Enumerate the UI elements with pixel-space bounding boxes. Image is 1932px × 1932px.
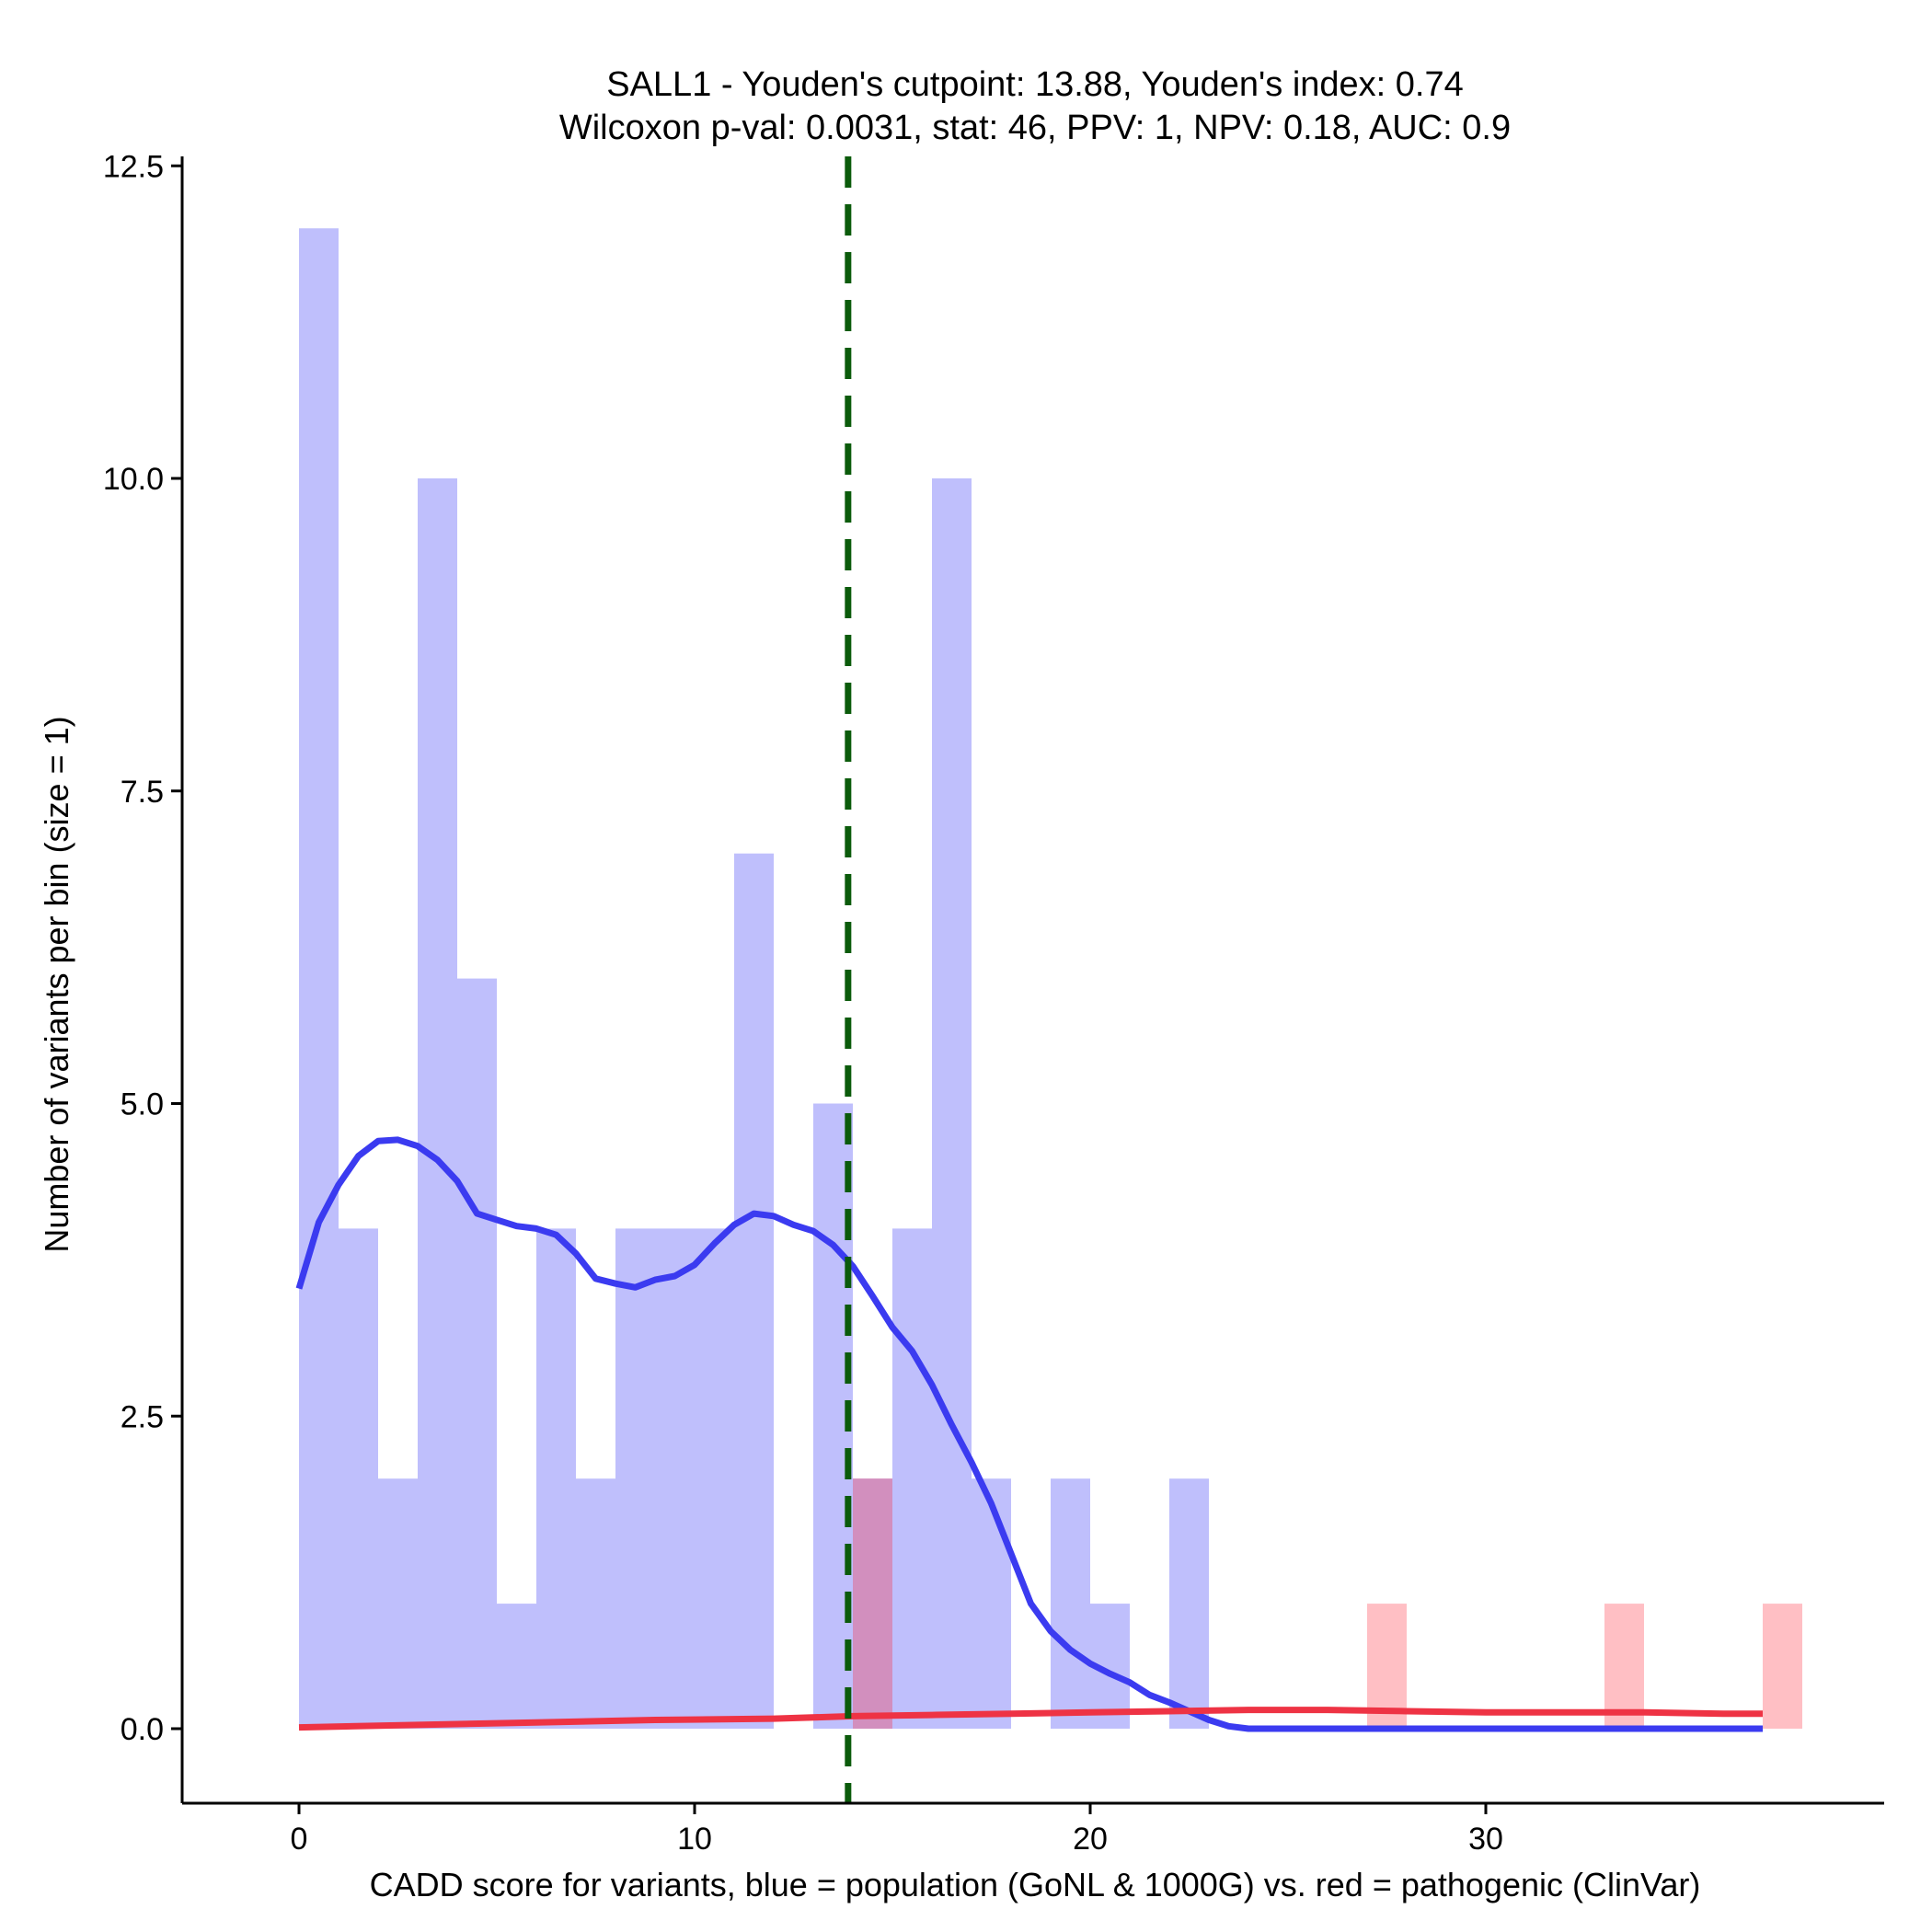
population-bar [655,1228,695,1729]
y-tick-label: 10.0 [103,462,164,497]
y-axis-label: Number of variants per bin (size = 1) [38,716,75,1252]
y-tick-label: 12.5 [103,149,164,184]
population-density-line [295,1136,1763,1732]
population-bar [695,1228,734,1729]
x-tick-label: 20 [1073,1822,1108,1857]
population-bar [932,478,972,1729]
x-tick-label: 0 [291,1822,308,1857]
population-bar [497,1604,536,1729]
population-bar [457,978,497,1729]
population-bar [734,853,774,1729]
x-axis: 0 10 20 30 [182,1801,1884,1857]
chart-title-line2: Wilcoxon p-val: 0.0031, stat: 46, PPV: 1… [559,109,1511,147]
chart-title-line1: SALL1 - Youden's cutpoint: 13.88, Youden… [606,65,1464,104]
population-bar [892,1228,932,1729]
x-tick-label: 10 [677,1822,712,1857]
population-bar [1169,1478,1209,1729]
population-bar [972,1478,1011,1729]
population-bars [299,228,1209,1730]
population-bar [378,1478,418,1729]
pathogenic-density-line [298,1707,1763,1731]
population-bar [536,1228,576,1729]
pathogenic-bar [1763,1604,1802,1729]
overlap-bar [853,1478,892,1729]
population-bar [615,1228,655,1729]
pathogenic-bar [1604,1604,1644,1729]
population-bar [1051,1478,1090,1729]
y-tick-label: 7.5 [121,775,164,810]
population-bar [339,1228,378,1729]
population-bar [576,1478,615,1729]
population-bar [299,228,339,1730]
y-tick-label: 0.0 [121,1712,164,1747]
x-tick-label: 30 [1468,1822,1503,1857]
y-tick-label: 5.0 [121,1087,164,1122]
population-bar [418,478,457,1729]
overlap-bars [853,1478,892,1729]
y-axis: 0.0 2.5 5.0 7.5 10.0 12.5 [103,149,184,1803]
y-tick-label: 2.5 [121,1399,164,1434]
x-axis-label: CADD score for variants, blue = populati… [370,1866,1701,1903]
